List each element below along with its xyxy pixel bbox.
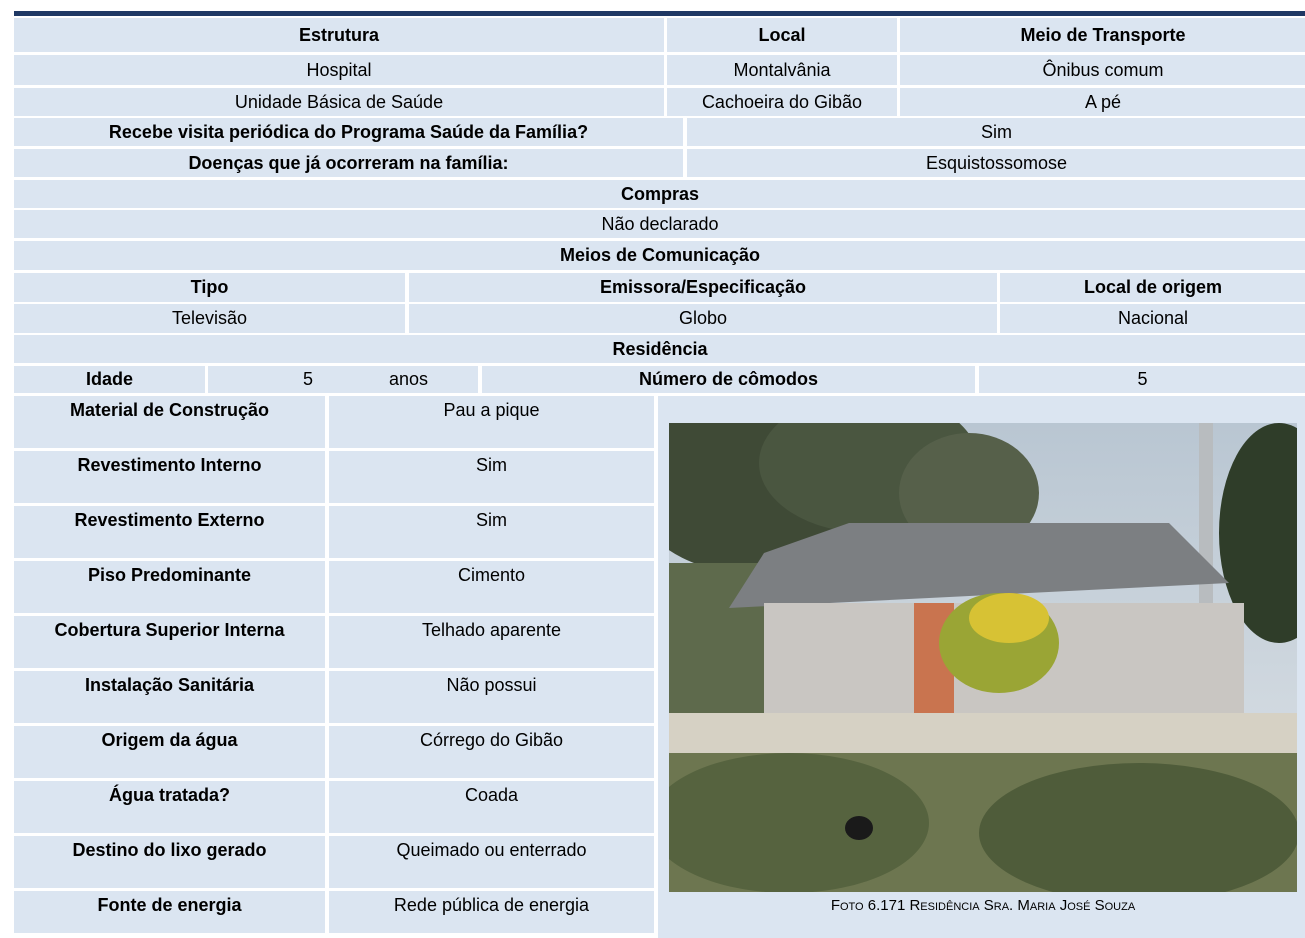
label-cell: Piso Predominante xyxy=(14,561,325,613)
photo xyxy=(669,423,1297,892)
cell: Unidade Básica de Saúde xyxy=(14,88,664,116)
value-cell: Não possui xyxy=(329,671,654,723)
cell: Ônibus comum xyxy=(900,55,1305,85)
label-cell: Revestimento Externo xyxy=(14,506,325,558)
age-cell xyxy=(208,366,478,393)
age-value: 5 xyxy=(303,369,314,389)
header-cell: Local xyxy=(667,18,897,52)
value-cell: Não declarado xyxy=(14,210,1305,238)
label-cell: Revestimento Interno xyxy=(14,451,325,503)
top-rule xyxy=(14,11,1305,16)
value-cell: Pau a pique xyxy=(329,396,654,448)
header-cell: Local de origem xyxy=(1000,273,1305,302)
cell: A pé xyxy=(900,88,1305,116)
label-cell: Doenças que já ocorreram na família: xyxy=(14,149,683,177)
cell: Globo xyxy=(409,304,997,333)
value-cell: Coada xyxy=(329,781,654,833)
age-unit: anos xyxy=(389,369,429,389)
label-cell: Origem da água xyxy=(14,726,325,778)
header-cell: Emissora/Especificação xyxy=(409,273,997,302)
label-cell: Material de Construção xyxy=(14,396,325,448)
cell: Televisão xyxy=(14,304,405,333)
label-cell: Recebe visita periódica do Programa Saúd… xyxy=(14,118,683,146)
value-cell: Queimado ou enterrado xyxy=(329,836,654,888)
label-cell: Cobertura Superior Interna xyxy=(14,616,325,668)
header-cell: Meio de Transporte xyxy=(900,18,1305,52)
header-cell: Estrutura xyxy=(14,18,664,52)
value-cell: Rede pública de energia xyxy=(329,891,654,933)
label-cell: Instalação Sanitária xyxy=(14,671,325,723)
value-cell: Telhado aparente xyxy=(329,616,654,668)
value-cell: Córrego do Gibão xyxy=(329,726,654,778)
value-cell: Sim xyxy=(329,451,654,503)
value-cell: Sim xyxy=(687,118,1305,146)
value-cell: Sim xyxy=(329,506,654,558)
label-cell: Idade xyxy=(14,366,205,393)
section-title: Meios de Comunicação xyxy=(14,241,1305,270)
label-cell: Água tratada? xyxy=(14,781,325,833)
header-cell: Tipo xyxy=(14,273,405,302)
section-title: Compras xyxy=(14,180,1305,208)
cell: Hospital xyxy=(14,55,664,85)
value-cell: Cimento xyxy=(329,561,654,613)
value-cell: Esquistossomose xyxy=(687,149,1305,177)
section-title: Residência xyxy=(14,335,1305,363)
value-cell: 5 xyxy=(979,366,1305,393)
cell: Montalvânia xyxy=(667,55,897,85)
photo-caption: Foto 6.171 Residência Sra. Maria José So… xyxy=(830,897,1136,914)
label-cell: Fonte de energia xyxy=(14,891,325,933)
cell: Nacional xyxy=(1000,304,1305,333)
label-cell: Número de cômodos xyxy=(482,366,975,393)
cell: Cachoeira do Gibão xyxy=(667,88,897,116)
label-cell: Destino do lixo gerado xyxy=(14,836,325,888)
